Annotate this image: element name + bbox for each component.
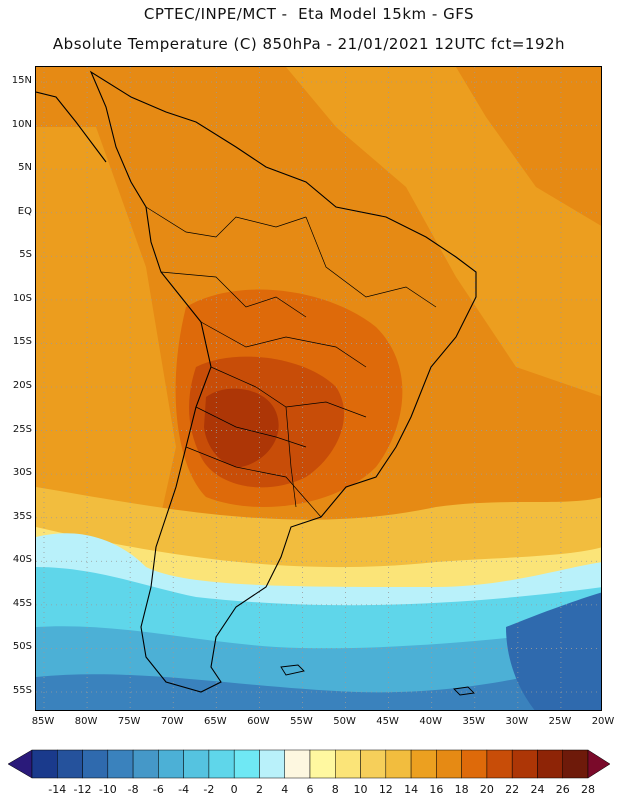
colorbar-tick-label: 6 [306,783,314,796]
field-band-hottest [204,388,279,467]
colorbar-swatch [82,749,109,779]
country-border [195,406,307,448]
map-title-line-2: Absolute Temperature (C) 850hPa - 21/01/… [52,35,566,53]
lat-label: 25S [12,423,32,435]
colorbar-swatch [511,749,538,779]
lon-label: 85W [31,716,55,727]
lon-label: 55W [290,716,313,727]
lon-label: 60W [247,716,270,727]
colorbar-swatch [385,749,412,779]
colorbar-tick-label: 24 [530,783,545,796]
falkland-islands [280,664,305,676]
country-border [160,271,307,318]
colorbar-tick-label: -4 [178,783,190,796]
colorbar-tick-label: 18 [454,783,469,796]
lon-label: 70W [160,716,184,727]
colorbar-swatch [309,749,336,779]
lon-label: 80W [74,716,98,727]
lat-label: 15N [11,75,32,86]
temperature-field [36,67,601,710]
colorbar-swatch [107,749,134,779]
country-border [305,216,437,308]
map-title-line-1: CPTEC/INPE/MCT - Eta Model 15km - GFS [143,5,475,23]
colorbar-tick-label: 26 [555,783,570,796]
lat-label: 40S [12,554,32,566]
colorbar-swatch [183,749,210,779]
colorbar-tick-label: 8 [331,783,339,796]
colorbar-tick-label: 2 [255,783,263,796]
colorbar-tick-label: -12 [73,783,92,796]
colorbar-swatch [436,749,462,779]
lon-label: 20W [591,716,615,727]
lat-label: 30S [12,467,32,479]
field-band-deep-blue [36,657,601,710]
colorbar-swatch [461,749,488,779]
lon-label: 75W [117,716,141,727]
colorbar-swatch [158,749,184,779]
colorbar-tick-label: 4 [281,783,289,796]
lat-label: 55S [12,685,32,696]
colorbar-tick-label: 28 [581,783,595,796]
colorbar-tick-label: 14 [404,783,419,796]
country-border [285,406,297,508]
south-georgia [453,686,475,696]
lon-label: 30W [505,716,529,727]
lat-label: 10N [11,118,32,130]
field-band-pacific [36,127,176,537]
colorbar-swatch [335,749,361,779]
colorbar-tick-label: 12 [378,783,393,796]
field-band-darkest-blue [506,592,601,710]
colorbar-tick-label: 20 [479,783,494,796]
colorbar-swatch [562,749,589,779]
lat-label: 5S [19,249,32,261]
lat-label: 35S [12,510,32,522]
lat-label: 5N [18,162,32,174]
colorbar [7,749,611,779]
colorbar-swatch [410,749,437,779]
lat-label: EQ [17,205,32,217]
temperature-map [35,66,602,711]
field-band-far-ne [456,67,601,226]
coastline-central-america [36,91,107,163]
colorbar-tick-label: -14 [48,783,67,796]
colorbar-swatch [486,749,513,779]
colorbar-swatch [537,749,563,779]
colorbar-low-arrow [7,749,33,779]
colorbar-tick-label: 10 [353,783,368,796]
colorbar-tick-label: -6 [152,783,164,796]
lat-label: 15S [12,336,32,348]
colorbar-high-arrow [587,749,611,779]
lon-label: 25W [548,716,572,727]
colorbar-swatch [360,749,387,779]
country-border [145,206,307,238]
country-border [200,321,367,368]
country-border [185,446,322,518]
lon-label: 65W [203,716,227,727]
colorbar-tick-label: -8 [127,783,139,796]
lon-label: 40W [419,716,442,727]
colorbar-swatch [284,749,311,779]
colorbar-swatch [233,749,260,779]
colorbar-swatch [57,749,83,779]
colorbar-swatch [259,749,285,779]
colorbar-tick-label: -2 [203,783,215,796]
colorbar-tick-label: 16 [429,783,444,796]
coastline [89,70,477,693]
colorbar-tick-label: -10 [98,783,117,796]
lat-label: 50S [12,641,32,653]
lat-label: 10S [12,292,32,304]
colorbar-swatch [208,749,235,779]
lat-label: 20S [12,380,32,391]
lat-label: 45S [12,597,32,609]
lon-label: 50W [333,716,356,727]
colorbar-tick-label: 0 [230,783,238,796]
lon-label: 45W [376,716,399,727]
colorbar-tick-label: 22 [505,783,520,796]
colorbar-swatch [132,749,159,779]
lon-label: 35W [462,716,486,727]
colorbar-swatch [31,749,58,779]
